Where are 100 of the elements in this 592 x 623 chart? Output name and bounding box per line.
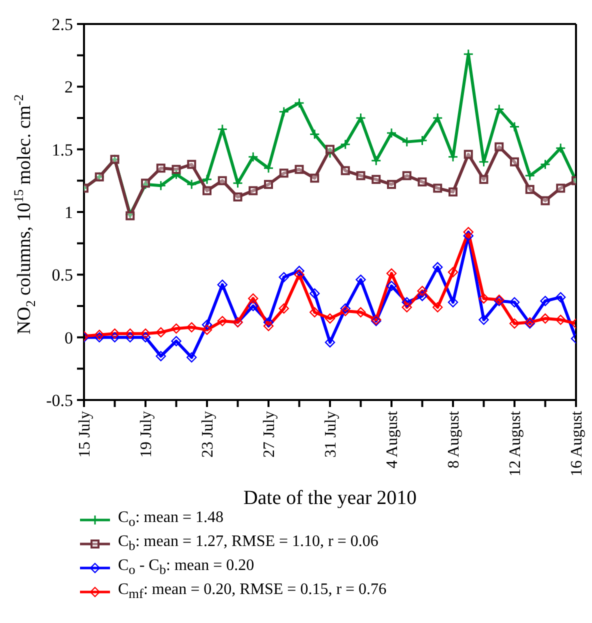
point (310, 288, 320, 299)
point (524, 170, 536, 181)
point (356, 171, 366, 180)
point (202, 186, 212, 196)
point (340, 306, 350, 316)
point (417, 286, 428, 296)
point (294, 164, 304, 174)
point (540, 159, 550, 170)
point (264, 180, 273, 189)
point (186, 322, 197, 332)
point (125, 328, 136, 339)
point (125, 332, 136, 342)
point (186, 352, 197, 362)
point (294, 266, 304, 276)
y-tick-label: 0 (64, 328, 73, 348)
point (555, 142, 566, 154)
y-tick-label: 2.5 (52, 14, 73, 34)
legend-label: C$_{o}$: mean = 1.48 (118, 509, 224, 531)
point (294, 270, 304, 280)
point (171, 336, 182, 346)
point (248, 293, 258, 304)
y-tick-label: 0.5 (52, 266, 73, 285)
point (494, 104, 504, 114)
x-tick-label: 16 August (568, 410, 586, 476)
point (464, 150, 473, 159)
x-axis-title: Date of the year 2010 (243, 487, 417, 509)
point (478, 314, 489, 325)
point (94, 330, 104, 340)
point (248, 300, 258, 312)
point (186, 179, 197, 190)
point (94, 332, 104, 342)
point (232, 178, 243, 188)
point (386, 128, 397, 138)
y-tick-label: -0.5 (46, 390, 73, 410)
point (324, 313, 336, 324)
point (432, 302, 443, 312)
point (233, 192, 242, 202)
point (356, 112, 366, 124)
point (171, 169, 182, 180)
point (402, 136, 412, 148)
y-tick-label: 1 (64, 202, 73, 222)
point (525, 184, 534, 194)
x-tick-label: 19 July (138, 411, 156, 458)
point (140, 328, 151, 339)
point (171, 323, 182, 334)
point (279, 168, 288, 178)
y-tick-label: 1.5 (52, 140, 73, 160)
point (372, 174, 381, 184)
x-tick-label: 23 July (200, 411, 217, 458)
point (263, 162, 274, 174)
point (278, 106, 290, 117)
legend-label: C$_{o}$ - C$_{b}$: mean = 0.20 (118, 557, 254, 579)
y-tick-label: 2 (64, 78, 73, 97)
point (432, 262, 443, 272)
point (494, 142, 504, 152)
point (278, 272, 289, 282)
point (202, 174, 212, 185)
point (479, 174, 488, 184)
point (510, 157, 519, 166)
point (324, 337, 336, 348)
point (294, 98, 304, 108)
point (540, 296, 550, 306)
point (478, 293, 489, 304)
legend-label: C$_{mf}$: mean = 0.20, RMSE = 0.15, r = 0.76 (118, 581, 387, 603)
point (310, 174, 320, 183)
point (156, 351, 166, 362)
point (402, 297, 412, 308)
point (172, 164, 181, 174)
point (432, 112, 443, 124)
point (448, 187, 458, 196)
point (402, 302, 412, 312)
point (509, 122, 520, 132)
point (402, 171, 412, 180)
point (340, 166, 350, 176)
point (433, 184, 442, 193)
point (386, 280, 397, 292)
point (310, 307, 320, 318)
point (540, 196, 550, 206)
x-tick-label: 31 July (322, 411, 340, 458)
point (156, 164, 166, 173)
x-tick-label: 15 July (76, 411, 94, 458)
point (418, 177, 427, 186)
point (218, 176, 227, 186)
point (309, 129, 320, 140)
x-tick-label: 12 August (507, 410, 524, 476)
point (140, 332, 151, 342)
point (156, 327, 166, 338)
point (187, 160, 196, 169)
point (340, 139, 351, 150)
point (356, 307, 366, 318)
point (356, 274, 366, 285)
point (509, 297, 520, 308)
x-tick-label: 8 August (446, 410, 463, 468)
point (540, 313, 550, 324)
point (417, 290, 428, 302)
point (248, 152, 258, 162)
point (263, 320, 274, 332)
legend-label: C$_{b}$: mean = 1.27, RMSE = 1.10, r = 0.06 (118, 533, 378, 555)
point (448, 297, 458, 308)
x-tick-label: 4 August (384, 410, 402, 468)
